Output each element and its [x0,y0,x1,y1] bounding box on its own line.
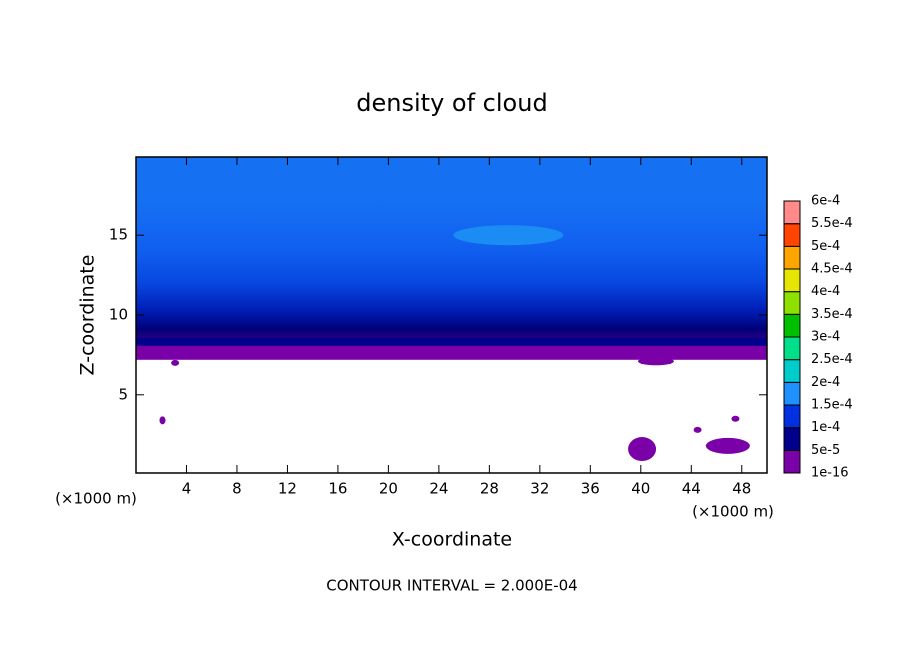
colorbar-box [783,427,801,451]
y-tick-label: 5 [118,385,128,403]
colorbar-label: 4e-4 [811,284,840,299]
colorbar-box [783,336,801,361]
x-tick-label: 48 [732,480,751,498]
y-axis-label: Z-coordinate [77,255,99,376]
colorbar-label: 3.5e-4 [811,307,853,322]
contour-blob [159,416,166,425]
contour-blob [453,225,564,246]
colorbar-box [783,359,801,383]
y-tick-label: 10 [109,306,128,324]
colorbar-label: 2e-4 [811,375,840,390]
x-tick-label: 44 [682,480,701,498]
colorbar-box [783,223,801,247]
colorbar-box [783,291,801,315]
colorbar-box [783,268,801,293]
colorbar-label: 5e-5 [811,443,840,458]
colorbar-label: 5e-4 [811,239,840,254]
x-tick-label: 32 [530,480,549,498]
contour-blob [628,437,657,462]
contour-blob [705,437,750,454]
footer: CONTOUR INTERVAL = 2.000E-04 [326,577,577,595]
x-unit: (×1000 m) [692,503,774,521]
chart-title: density of cloud [356,89,547,117]
contour-blob [637,357,674,366]
contour-band [136,337,767,346]
x-tick-label: 20 [379,480,398,498]
y-tick-label: 15 [109,226,128,244]
colorbar-box [783,449,801,474]
x-unit: (×1000 m) [55,490,137,508]
colorbar-box [783,381,801,406]
colorbar-label: 4.5e-4 [811,262,853,277]
x-tick-label: 16 [328,480,347,498]
x-tick-label: 12 [278,480,297,498]
colorbar-label: 2.5e-4 [811,352,853,367]
x-tick-label: 40 [631,480,650,498]
contour-blob [171,359,180,366]
x-axis-label: X-coordinate [392,529,512,551]
colorbar-box [783,245,801,270]
colorbar-label: 1e-4 [811,420,840,435]
colorbar-top [783,200,801,225]
x-tick-label: 24 [429,480,448,498]
colorbar-label: 1.5e-4 [811,398,853,413]
colorbar-box [783,313,801,338]
x-tick-label: 4 [182,480,192,498]
contour-blob [731,415,740,422]
contour-field [136,157,767,360]
colorbar-label: 1e-16 [811,466,849,481]
x-tick-label: 28 [480,480,499,498]
colorbar-label: 5.5e-4 [811,216,853,231]
x-tick-label: 36 [581,480,600,498]
colorbar-label: 3e-4 [811,330,840,345]
x-tick-label: 8 [232,480,242,498]
colorbar-label: 6e-4 [811,194,840,209]
colorbar-box [783,404,801,429]
contour-band [136,345,767,360]
contour-blob [693,426,702,433]
